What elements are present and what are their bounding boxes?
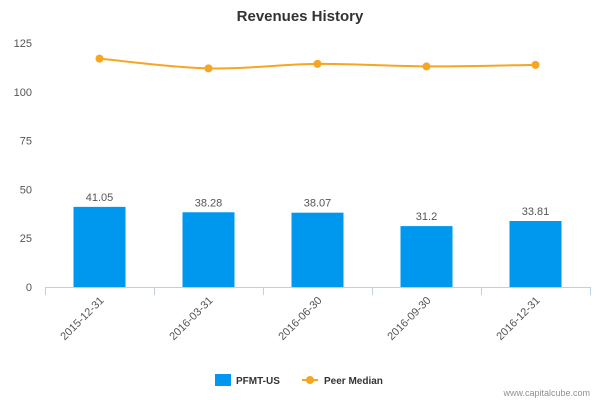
bar-data-label: 31.2: [416, 211, 437, 223]
x-tick-label: 2015-12-31: [58, 295, 106, 343]
bar-pfmt-us: [73, 206, 126, 287]
bar-pfmt-us: [400, 226, 453, 287]
legend-label-peer-median: Peer Median: [324, 376, 383, 387]
peer-median-point: [422, 62, 431, 71]
y-tick-label: 125: [14, 38, 32, 50]
bar-pfmt-us: [509, 221, 562, 287]
x-tick-label: 2016-12-31: [494, 295, 542, 343]
bar-data-label: 38.28: [195, 197, 223, 209]
x-tick-label: 2016-09-30: [385, 295, 433, 343]
legend-label-pfmt-us: PFMT-US: [236, 376, 280, 387]
y-axis: 0 25 50 75 100 125: [14, 38, 32, 294]
bar-pfmt-us: [291, 212, 344, 287]
x-tick-label: 2016-06-30: [276, 295, 324, 343]
peer-median-point: [531, 60, 540, 69]
x-tick-label: 2016-03-31: [167, 295, 215, 343]
credit-text: www.capitalcube.com: [502, 388, 590, 398]
bar-data-label: 33.81: [522, 206, 550, 218]
peer-median-point: [204, 64, 213, 73]
y-tick-label: 0: [26, 282, 32, 294]
legend-swatch-dot-peer-median: [306, 376, 314, 384]
bar-data-label: 38.07: [304, 198, 332, 210]
bar-data-label: 41.05: [86, 192, 114, 204]
bar-pfmt-us: [182, 212, 235, 287]
y-tick-label: 50: [20, 184, 32, 196]
bar-data-labels: 41.05 38.28 38.07 31.2 33.81: [86, 192, 550, 223]
peer-median-point: [313, 59, 322, 68]
y-tick-label: 25: [20, 233, 32, 245]
chart-title: Revenues History: [237, 8, 364, 25]
bar-series: [73, 206, 562, 287]
y-tick-label: 75: [20, 136, 32, 148]
y-tick-label: 100: [14, 87, 32, 99]
x-axis: 2015-12-31 2016-03-31 2016-06-30 2016-09-30…: [45, 287, 591, 343]
peer-median-series: [95, 54, 540, 73]
legend: PFMT-US Peer Median: [215, 374, 383, 387]
peer-median-point: [95, 54, 104, 63]
legend-swatch-pfmt-us: [215, 374, 231, 386]
